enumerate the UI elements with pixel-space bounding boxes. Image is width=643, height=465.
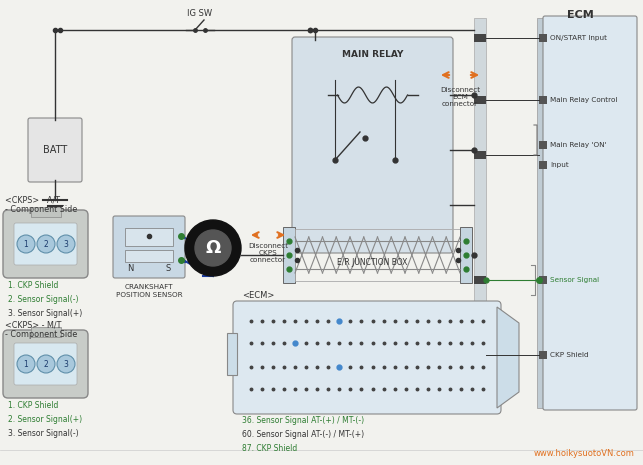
- Circle shape: [37, 355, 55, 373]
- Circle shape: [57, 235, 75, 253]
- Text: 1: 1: [24, 359, 28, 368]
- Text: 2: 2: [44, 359, 48, 368]
- Bar: [474, 151, 486, 159]
- Text: 3. Sensor Signal(+): 3. Sensor Signal(+): [8, 309, 82, 318]
- Text: 2. Sensor Signal(-): 2. Sensor Signal(-): [8, 295, 78, 304]
- Text: - Component Side: - Component Side: [5, 205, 77, 214]
- Bar: [30, 207, 60, 217]
- Text: S: S: [165, 264, 170, 272]
- Text: <ECM>: <ECM>: [242, 291, 275, 300]
- Text: 3: 3: [64, 239, 68, 248]
- Circle shape: [17, 355, 35, 373]
- Text: 3. Sensor Signal(-): 3. Sensor Signal(-): [8, 429, 78, 438]
- Bar: [539, 96, 547, 104]
- Bar: [283, 227, 295, 283]
- FancyBboxPatch shape: [28, 118, 82, 182]
- Bar: [474, 96, 486, 104]
- Text: 1. CKP Shield: 1. CKP Shield: [8, 401, 59, 410]
- Bar: [539, 141, 547, 149]
- Circle shape: [37, 235, 55, 253]
- FancyBboxPatch shape: [3, 330, 88, 398]
- Circle shape: [57, 355, 75, 373]
- Bar: [474, 276, 486, 284]
- Bar: [539, 34, 547, 42]
- FancyBboxPatch shape: [113, 216, 185, 278]
- Text: 3: 3: [64, 359, 68, 368]
- Circle shape: [185, 220, 241, 276]
- Text: 60. Sensor Signal AT-(-) / MT-(+): 60. Sensor Signal AT-(-) / MT-(+): [242, 430, 364, 439]
- Text: Ω: Ω: [205, 239, 221, 257]
- Text: E/R JUNCTION BOX: E/R JUNCTION BOX: [338, 258, 408, 267]
- Bar: [125, 250, 173, 262]
- Bar: [539, 161, 547, 169]
- Text: <CKPS> - A/T: <CKPS> - A/T: [5, 195, 60, 204]
- Text: CKP Shield: CKP Shield: [550, 352, 588, 358]
- FancyBboxPatch shape: [3, 210, 88, 278]
- Bar: [537, 18, 545, 408]
- Bar: [30, 327, 60, 337]
- Text: 2: 2: [44, 239, 48, 248]
- Circle shape: [17, 235, 35, 253]
- Bar: [295, 229, 460, 281]
- FancyBboxPatch shape: [292, 37, 453, 253]
- Text: 87. CKP Shield: 87. CKP Shield: [242, 444, 297, 453]
- FancyBboxPatch shape: [233, 301, 501, 414]
- Text: Sensor Signal: Sensor Signal: [550, 277, 599, 283]
- Text: ON/START Input: ON/START Input: [550, 35, 607, 41]
- Text: 1. CKP Shield: 1. CKP Shield: [8, 281, 59, 290]
- Text: MAIN RELAY: MAIN RELAY: [342, 50, 403, 59]
- Text: - Component Side: - Component Side: [5, 330, 77, 339]
- Bar: [460, 227, 472, 283]
- Text: Input: Input: [550, 162, 569, 168]
- Text: 36. Sensor Signal AT-(+) / MT-(-): 36. Sensor Signal AT-(+) / MT-(-): [242, 416, 364, 425]
- Text: N: N: [127, 264, 133, 272]
- Text: IG SW: IG SW: [188, 9, 213, 18]
- Text: ECM: ECM: [566, 10, 593, 20]
- Bar: [474, 351, 486, 359]
- FancyBboxPatch shape: [543, 16, 637, 410]
- Circle shape: [195, 230, 231, 266]
- Bar: [539, 351, 547, 359]
- Text: Main Relay 'ON': Main Relay 'ON': [550, 142, 607, 148]
- Text: www.hoikysuotoVN.com: www.hoikysuotoVN.com: [534, 449, 635, 458]
- Text: Disconnect
ECM
connector: Disconnect ECM connector: [440, 87, 480, 107]
- Text: 1: 1: [24, 239, 28, 248]
- FancyBboxPatch shape: [14, 223, 77, 265]
- Text: <CKPS> - M/T: <CKPS> - M/T: [5, 320, 61, 329]
- Bar: [539, 276, 547, 284]
- Polygon shape: [497, 307, 519, 408]
- Text: Main Relay Control: Main Relay Control: [550, 97, 617, 103]
- Polygon shape: [227, 333, 237, 375]
- Text: CRANKSHAFT
POSITION SENSOR: CRANKSHAFT POSITION SENSOR: [116, 284, 183, 298]
- FancyBboxPatch shape: [14, 343, 77, 385]
- Text: Disconnect
CKPS
connector: Disconnect CKPS connector: [248, 243, 288, 263]
- Text: BATT: BATT: [43, 145, 67, 155]
- Bar: [474, 34, 486, 42]
- Bar: [474, 18, 486, 395]
- Bar: [125, 228, 173, 246]
- Text: 2. Sensor Signal(+): 2. Sensor Signal(+): [8, 415, 82, 424]
